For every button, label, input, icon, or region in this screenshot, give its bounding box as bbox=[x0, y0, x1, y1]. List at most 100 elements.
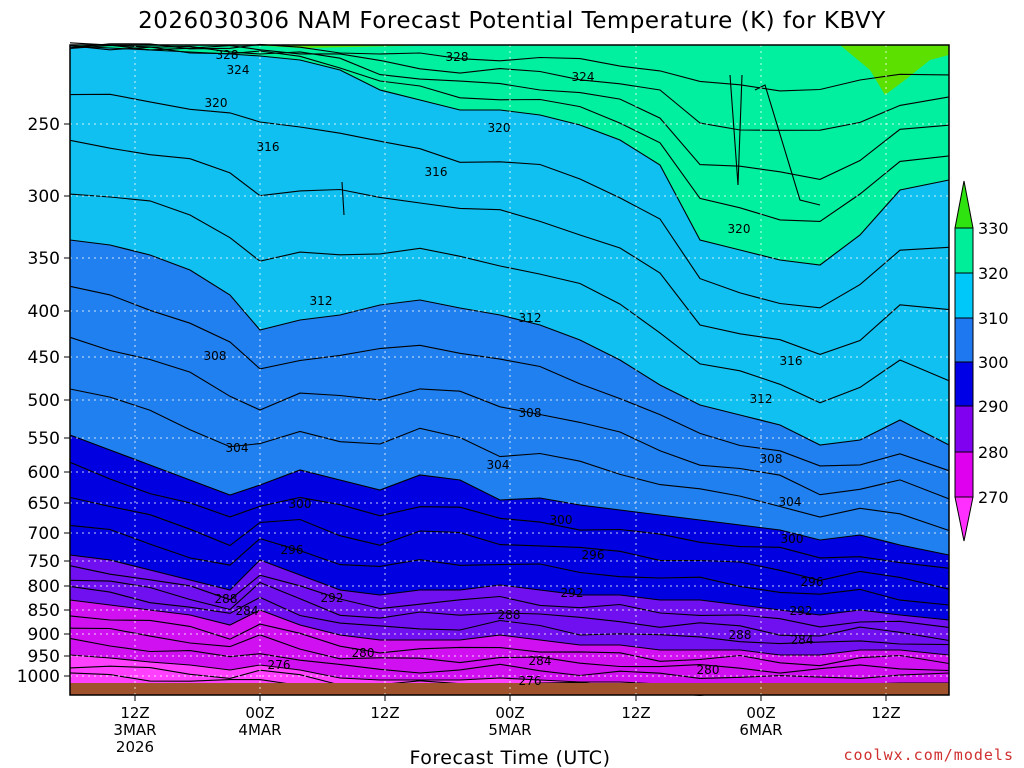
x-tick-label: 12Z bbox=[370, 704, 399, 722]
y-tick-label: 500 bbox=[28, 391, 60, 411]
colorbar-label: 320 bbox=[978, 264, 1009, 283]
contour-label: 280 bbox=[697, 663, 720, 677]
colorbar-segment bbox=[954, 496, 974, 542]
isoline-spike-3 bbox=[341, 181, 345, 216]
contour-label: 312 bbox=[750, 392, 773, 406]
isoline-9 bbox=[69, 285, 950, 472]
y-tick-label: 550 bbox=[28, 429, 60, 449]
contour-label: 324 bbox=[227, 63, 250, 77]
contour-label: 276 bbox=[519, 674, 542, 688]
contour-label: 300 bbox=[550, 513, 573, 527]
isoline-spike-1 bbox=[729, 74, 743, 186]
isoline-16 bbox=[69, 554, 950, 621]
band-above-330 bbox=[840, 45, 949, 95]
y-axis: 250 300 350 400 450 500 550 600 650 700 750 800 850 9… bbox=[17, 115, 70, 687]
contour-label: 320 bbox=[205, 96, 228, 110]
isoline-17 bbox=[69, 565, 950, 628]
colorbar-segment bbox=[954, 317, 974, 363]
colorbar-segment bbox=[954, 361, 974, 407]
isoline-23 bbox=[69, 637, 950, 679]
contour-label: 292 bbox=[561, 586, 584, 600]
contour-label: 296 bbox=[281, 543, 304, 557]
colorbar-segment bbox=[954, 405, 974, 453]
y-tick-label: 250 bbox=[28, 115, 60, 135]
contour-label: 300 bbox=[289, 497, 312, 511]
isoline-0 bbox=[69, 43, 950, 92]
contour-label: 304 bbox=[487, 458, 510, 472]
band-290-300 bbox=[70, 435, 949, 620]
y-tick-label: 850 bbox=[28, 601, 60, 621]
y-tick-label: 900 bbox=[28, 625, 60, 645]
contour-label: 320 bbox=[728, 222, 751, 236]
colorbar-segment bbox=[954, 451, 974, 498]
contour-label: 324 bbox=[572, 70, 595, 84]
y-tick-label: 350 bbox=[28, 249, 60, 269]
y-tick-label: 400 bbox=[28, 302, 60, 322]
colorbar-segment bbox=[954, 272, 974, 319]
contour-label: 328 bbox=[216, 48, 239, 62]
isoline-1 bbox=[69, 42, 950, 131]
x-tick-label: 4MAR bbox=[238, 721, 281, 739]
contour-label: 280 bbox=[352, 646, 375, 660]
contour-label: 308 bbox=[519, 406, 542, 420]
plot-area: 3283243283243203203163163203123123163083… bbox=[69, 42, 950, 696]
contour-label: 316 bbox=[257, 140, 280, 154]
y-tick-label: 450 bbox=[28, 348, 60, 368]
isoline-20 bbox=[69, 599, 950, 656]
x-tick-label: 00Z bbox=[495, 704, 524, 722]
contour-label: 312 bbox=[310, 294, 333, 308]
contour-label: 312 bbox=[519, 311, 542, 325]
contour-label: 316 bbox=[780, 354, 803, 368]
isoline-12 bbox=[69, 434, 950, 556]
isoline-11 bbox=[69, 388, 950, 532]
colorbar-label: 300 bbox=[978, 353, 1009, 372]
isoline-8 bbox=[69, 239, 950, 446]
x-tick-label: 12Z bbox=[120, 704, 149, 722]
contour-label: 300 bbox=[781, 532, 804, 546]
isoline-18 bbox=[69, 579, 950, 642]
colorbar-label: 330 bbox=[978, 219, 1009, 238]
y-tick-label: 600 bbox=[28, 463, 60, 483]
contour-label: 288 bbox=[215, 592, 238, 606]
band-300-310 bbox=[70, 240, 949, 555]
colorbar-label: 290 bbox=[978, 397, 1009, 416]
isoline-7 bbox=[69, 193, 950, 404]
band-above-320 bbox=[70, 45, 949, 265]
contour-label: 296 bbox=[582, 548, 605, 562]
colorbar-label: 270 bbox=[978, 488, 1009, 507]
x-tick-label: 12Z bbox=[871, 704, 900, 722]
isoline-spike-2 bbox=[754, 84, 821, 206]
x-tick-label: 00Z bbox=[746, 704, 775, 722]
contour-label: 308 bbox=[204, 349, 227, 363]
y-tick-label: 700 bbox=[28, 524, 60, 544]
contour-label: 292 bbox=[790, 604, 813, 618]
x-tick-label: 6MAR bbox=[739, 721, 782, 739]
y-tick-label: 750 bbox=[28, 552, 60, 572]
isoline-22 bbox=[69, 627, 950, 674]
y-tick-label: 1000 bbox=[17, 667, 60, 687]
colorbar-label: 280 bbox=[978, 443, 1009, 462]
contour-label: 284 bbox=[529, 654, 552, 668]
credit-text: coolwx.com/models bbox=[843, 746, 1014, 764]
isoline-15 bbox=[69, 524, 950, 606]
contour-label: 284 bbox=[791, 633, 814, 647]
colorbar: 330 320 310 300 290 280 270 bbox=[954, 180, 1009, 542]
contour-label: 320 bbox=[488, 121, 511, 135]
x-tick-label: 3MAR bbox=[113, 721, 156, 739]
contour-label: 292 bbox=[321, 591, 344, 605]
contour-label: 304 bbox=[779, 495, 802, 509]
x-tick-label: 12Z bbox=[621, 704, 650, 722]
contour-label: 284 bbox=[236, 604, 259, 618]
band-310-320 bbox=[70, 46, 949, 445]
contour-label: 288 bbox=[729, 628, 752, 642]
y-tick-label: 800 bbox=[28, 577, 60, 597]
isoline-4 bbox=[69, 45, 950, 266]
isoline-14 bbox=[69, 496, 950, 590]
contour-label: 296 bbox=[801, 575, 824, 589]
y-tick-label: 300 bbox=[28, 187, 60, 207]
y-tick-label: 950 bbox=[28, 647, 60, 667]
isoline-21 bbox=[69, 615, 950, 667]
isoline-5 bbox=[69, 93, 950, 309]
